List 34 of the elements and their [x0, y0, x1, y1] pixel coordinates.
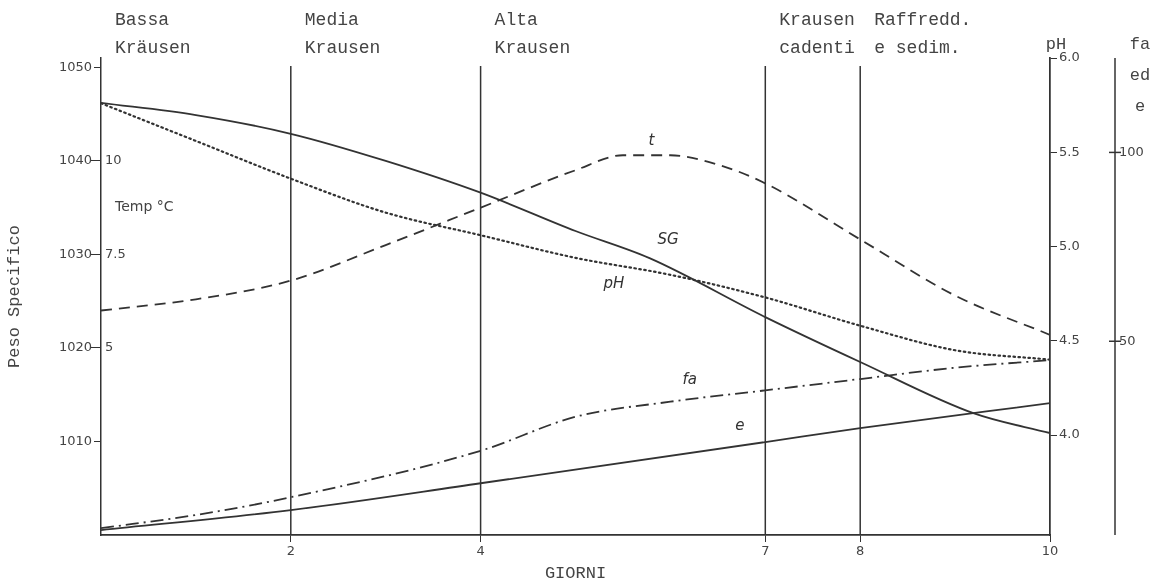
text: Bassa Kräusen	[115, 9, 191, 58]
y3-tick-label: 4.0	[1059, 426, 1080, 442]
series-label: e	[735, 415, 745, 434]
text: Raffredd. e sedim.	[874, 9, 972, 58]
x-tick-label: 2	[286, 543, 295, 559]
x-tick-label: 7	[761, 543, 770, 559]
text: Media Krausen	[304, 9, 381, 58]
y-axis-title: fa ed e	[1129, 34, 1151, 116]
x-axis-title: GIORNI	[544, 564, 607, 584]
y-tick-label: 1020	[58, 339, 92, 355]
y3-tick-label: 5.5	[1059, 143, 1080, 159]
y2-tick-label: 5	[105, 339, 114, 355]
series-label: pH	[602, 273, 625, 292]
y-tick-label: 1040	[58, 152, 92, 168]
y2-tick-label: 10	[105, 152, 122, 168]
x-tick-label: 4	[476, 543, 485, 559]
y-axis-title: Peso Specifico	[4, 225, 24, 368]
text: Krausen cadenti	[779, 9, 855, 58]
x-tick-label: 10	[1041, 543, 1059, 559]
x-tick-label: 8	[856, 543, 865, 559]
text: Alta Krausen	[494, 9, 571, 58]
series-label: t	[648, 131, 656, 150]
y-tick-label: 1050	[58, 58, 92, 74]
y2-tick-label: 7.5	[105, 245, 126, 261]
y2-axis-title: Temp °C	[114, 198, 174, 215]
y-tick-label: 1010	[58, 432, 92, 448]
y3-tick-label: 5.0	[1059, 237, 1080, 253]
series-label: SG	[657, 230, 679, 249]
y-tick-label: 50	[1119, 332, 1136, 348]
y3-tick-label: 4.5	[1059, 332, 1080, 348]
y3-tick-label: 6.0	[1059, 49, 1080, 65]
y-tick-label: 1030	[58, 245, 92, 261]
y-tick-label: 100	[1119, 143, 1144, 159]
series-label: fa	[682, 369, 697, 388]
